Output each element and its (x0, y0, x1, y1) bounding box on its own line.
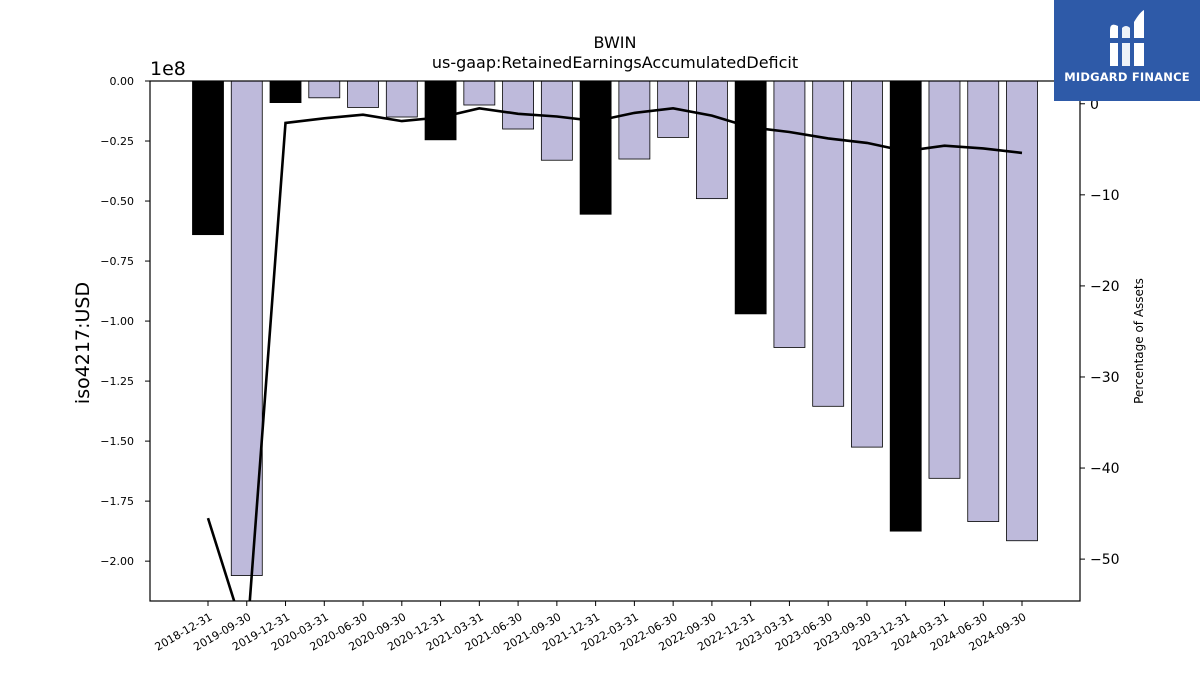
y-tick-label: −1.00 (100, 315, 134, 328)
bar-2019-12-31 (269, 80, 302, 104)
chart-title: BWIN (594, 33, 637, 52)
bar-2018-12-31 (192, 80, 224, 236)
y2-axis-label: Percentage of Assets (1132, 278, 1146, 404)
bar-2020-06-30 (347, 80, 379, 108)
bar-2021-12-31 (579, 80, 612, 215)
y2-tick-label: −20 (1090, 279, 1120, 295)
y-axis-offset-label: 1e8 (150, 58, 186, 80)
bar-2020-12-31 (424, 80, 457, 141)
y-tick-label: −0.75 (100, 255, 134, 268)
bar-2023-06-30 (812, 80, 845, 407)
bar-2022-03-31 (618, 80, 651, 160)
line-layer (206, 106, 1023, 601)
y-tick-label: −0.25 (100, 135, 134, 148)
y-axis-label: iso4217:USD (72, 282, 94, 404)
logo-text: MIDGARD FINANCE (1064, 70, 1190, 84)
midgard-m-logo-icon (1110, 10, 1144, 67)
y-tick-label: −1.25 (100, 375, 134, 388)
bar-2021-03-31 (463, 80, 496, 106)
y2-tick-label: −10 (1090, 188, 1120, 204)
chart-subtitle: us-gaap:RetainedEarningsAccumulatedDefic… (432, 53, 798, 72)
bar-2020-09-30 (385, 80, 418, 118)
bar-2022-12-31 (734, 80, 767, 315)
y-tick-label: −0.50 (100, 195, 134, 208)
y2-tick-label: −40 (1090, 461, 1120, 477)
y-axis-left: 0.00 −0.25 −0.50 −0.75 −1.00 −1.25 −1.50 −1.75 −… (100, 75, 150, 568)
y2-tick-label: −50 (1090, 552, 1120, 568)
bar-2024-06-30 (967, 80, 1000, 522)
bar-2021-09-30 (540, 80, 573, 161)
bar-2024-03-31 (928, 80, 961, 479)
y-tick-label: −2.00 (100, 555, 134, 568)
bar-2020-03-31 (308, 80, 341, 99)
percentage-of-assets-line (206, 106, 1023, 601)
bar-2021-06-30 (502, 80, 534, 130)
bars-layer (192, 80, 1038, 576)
plot-frame (149, 80, 1081, 602)
y2-tick-label: −30 (1090, 370, 1120, 386)
bar-2023-09-30 (851, 80, 883, 448)
bar-2023-03-31 (773, 80, 806, 348)
bar-2022-09-30 (696, 80, 728, 200)
bar-2024-09-30 (1006, 80, 1038, 542)
y-axis-right: 0 −10 −20 −30 −40 −50 (1080, 97, 1120, 568)
x-axis: 2018-12-312019-09-302019-12-312020-03-31… (153, 601, 1029, 654)
y2-tick-label: 0 (1090, 97, 1099, 113)
midgard-finance-logo: MIDGARD FINANCE (1054, 0, 1200, 101)
y-tick-label: −1.75 (100, 495, 134, 508)
y-tick-label: −1.50 (100, 435, 134, 448)
y-tick-label: 0.00 (110, 75, 135, 88)
